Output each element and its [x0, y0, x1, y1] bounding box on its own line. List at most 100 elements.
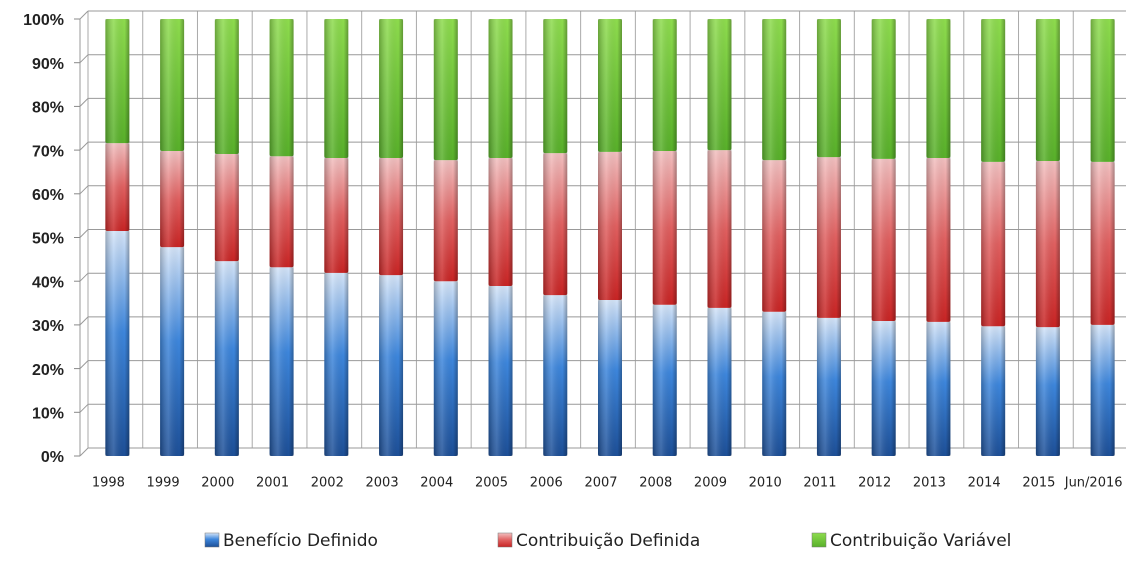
x-tick-label: 2011	[803, 476, 836, 491]
grid-line	[79, 185, 89, 195]
legend-swatch	[204, 532, 220, 548]
x-tick-label: 2009	[694, 476, 727, 491]
grid-line	[79, 10, 89, 20]
bar-shade	[379, 19, 404, 158]
bar-shade	[433, 160, 458, 282]
legend-label: Benefício Definido	[223, 531, 378, 551]
x-tick-label: 2012	[858, 476, 891, 491]
y-tick-label: 90%	[32, 56, 64, 73]
bar-shade	[598, 19, 622, 152]
bar-shade	[871, 158, 896, 321]
y-tick-label: 50%	[32, 231, 64, 248]
bar-shade	[762, 311, 787, 456]
bar-shade	[981, 326, 1006, 456]
bar-shade	[324, 272, 349, 456]
bar-shade	[214, 261, 239, 456]
x-tick-label: 2006	[530, 476, 563, 491]
bar-shade	[926, 19, 951, 158]
grid-line	[79, 403, 89, 413]
bar-shade	[269, 156, 294, 268]
bar-shade	[105, 143, 130, 231]
x-tick-label: 1999	[147, 476, 180, 491]
y-tick-label: 0%	[41, 449, 64, 466]
bar-shade	[598, 299, 622, 456]
bar-shade	[1035, 161, 1060, 328]
bar-shade	[543, 19, 568, 154]
bar-shade	[379, 275, 404, 456]
grid-line	[79, 141, 89, 151]
bar-shade	[981, 161, 1006, 327]
legend-label: Contribuição Variável	[830, 531, 1011, 551]
bar-shade	[488, 286, 513, 456]
bar-shade	[324, 157, 349, 273]
y-tick-label: 10%	[32, 406, 64, 423]
bar-shade	[707, 150, 732, 308]
y-tick-label: 70%	[32, 143, 64, 160]
x-tick-label: 2004	[420, 476, 453, 491]
bar-shade	[1090, 161, 1115, 325]
y-tick-label: 30%	[32, 318, 64, 335]
bar-shade	[379, 157, 404, 276]
grid-line	[79, 54, 89, 64]
legend-label: Contribuição Definida	[516, 531, 700, 551]
legend-swatch	[497, 532, 513, 548]
y-tick-label: 60%	[32, 187, 64, 204]
bar-shade	[762, 160, 787, 312]
y-tick-label: 40%	[32, 274, 64, 291]
x-tick-label: 2015	[1022, 476, 1055, 491]
legend-swatch	[811, 532, 827, 548]
bar-shade	[433, 281, 458, 456]
grid-line	[79, 316, 89, 326]
grid-line	[79, 360, 89, 369]
x-tick-label: 2013	[913, 476, 946, 491]
x-tick-label: 2010	[749, 476, 782, 491]
bar-shade	[269, 19, 294, 157]
x-tick-label: 2014	[968, 476, 1001, 491]
bar-shade	[488, 157, 513, 287]
bar-shade	[598, 151, 622, 300]
bar-shade	[762, 19, 787, 161]
bar-shade	[214, 154, 239, 262]
bar-shade	[433, 19, 458, 161]
bar-shade	[105, 19, 130, 144]
bar-shade	[160, 150, 185, 248]
x-tick-label: 2001	[256, 476, 289, 491]
bar-shade	[324, 19, 349, 158]
bar-shade	[652, 304, 677, 456]
x-tick-label: 2005	[475, 476, 508, 491]
grid-line	[79, 447, 89, 457]
bar-shade	[105, 230, 130, 456]
bar-shade	[160, 19, 185, 151]
bar-shade	[816, 317, 841, 456]
bar-shade	[488, 19, 513, 158]
grid-line	[79, 98, 89, 107]
bar-shade	[871, 19, 896, 159]
bar-shade	[1090, 19, 1115, 162]
grid-line	[79, 229, 89, 238]
bar-shade	[816, 19, 841, 158]
x-tick-label: 2000	[201, 476, 234, 491]
bar-shade	[160, 247, 185, 456]
grid-line	[79, 272, 89, 282]
bar-shade	[1035, 327, 1060, 456]
bar-shade	[707, 19, 732, 151]
bar-shade	[926, 157, 951, 322]
bar-shade	[214, 19, 239, 155]
bar-shade	[816, 157, 841, 318]
bar-shade	[1035, 19, 1060, 162]
bar-shade	[926, 321, 951, 456]
y-tick-label: 100%	[23, 12, 64, 29]
x-tick-label: 1998	[92, 476, 125, 491]
bar-shade	[543, 295, 568, 456]
bar-shade	[871, 320, 896, 456]
y-tick-label: 80%	[32, 100, 64, 117]
bar-shade	[1090, 324, 1115, 456]
bar-shade	[652, 19, 677, 151]
x-tick-label: 2008	[639, 476, 672, 491]
x-tick-label: 2002	[311, 476, 344, 491]
bar-shade	[652, 150, 677, 305]
bar-shade	[707, 307, 732, 456]
bar-shade	[543, 153, 568, 296]
x-tick-label: 2003	[366, 476, 399, 491]
